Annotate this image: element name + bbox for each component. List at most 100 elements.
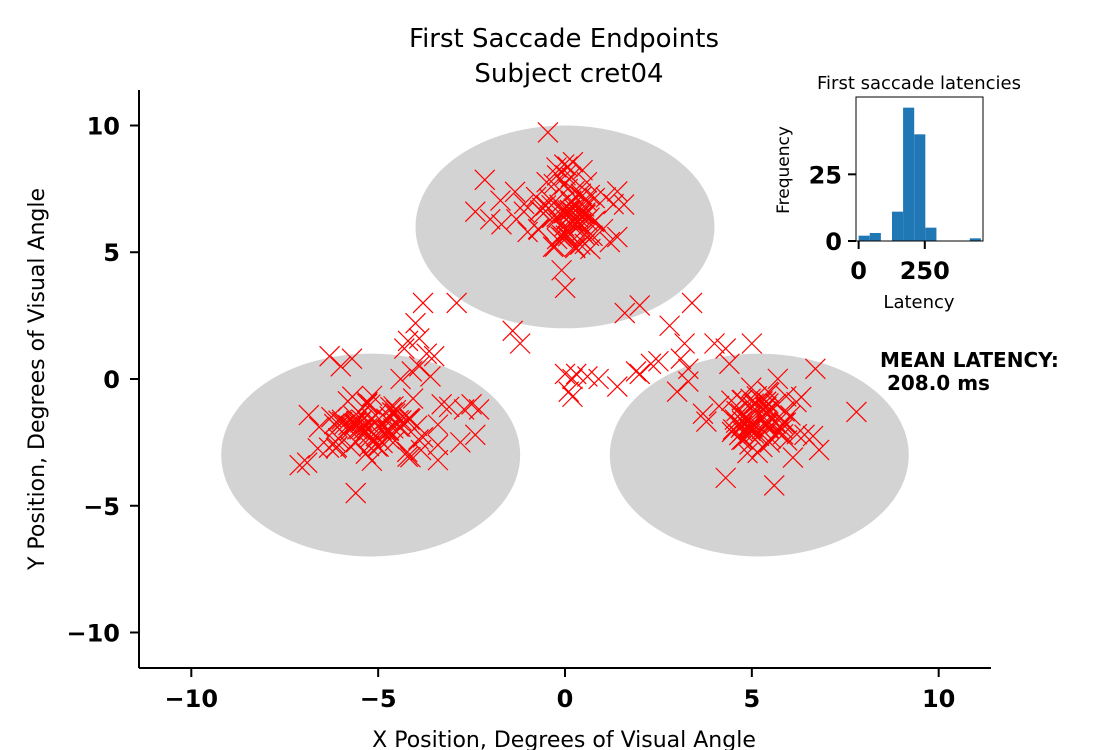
saccade-endpoint-marker	[479, 208, 501, 230]
saccade-endpoint-marker	[449, 431, 471, 453]
saccade-endpoint-marker	[763, 475, 785, 496]
saccade-endpoint-marker	[558, 381, 580, 403]
inset-x-tick-label: 250	[900, 257, 950, 285]
saccade-endpoint-marker	[743, 393, 765, 415]
saccade-endpoint-marker	[726, 400, 747, 422]
saccade-endpoint-marker	[606, 180, 628, 202]
saccade-endpoint-marker	[397, 446, 418, 468]
saccade-endpoint-marker	[551, 224, 573, 246]
saccade-endpoint-marker	[704, 333, 725, 354]
saccade-endpoint-marker	[320, 406, 342, 428]
saccade-endpoint-marker	[410, 439, 432, 461]
saccade-endpoint-marker	[745, 392, 767, 414]
x-tick-label: −5	[360, 685, 397, 713]
saccade-endpoint-marker	[555, 164, 576, 186]
saccade-endpoint-marker	[537, 121, 559, 143]
saccade-endpoint-marker	[767, 368, 789, 390]
saccade-endpoint-marker	[405, 312, 426, 334]
saccade-endpoint-marker	[438, 396, 460, 418]
saccade-endpoint-marker	[358, 424, 380, 445]
saccade-endpoint-marker	[736, 407, 758, 429]
saccade-endpoint-marker	[670, 348, 692, 370]
saccade-endpoint-marker	[606, 226, 628, 248]
saccade-endpoint-marker	[740, 418, 762, 439]
x-axis-label: X Position, Degrees of Visual Angle	[372, 728, 756, 750]
saccade-endpoint-marker	[383, 395, 404, 417]
saccade-endpoint-marker	[802, 425, 824, 447]
saccade-endpoint-marker	[358, 435, 380, 457]
histogram-bar	[969, 238, 981, 241]
y-tick-label: 5	[103, 239, 120, 267]
saccade-endpoint-marker	[677, 371, 699, 392]
saccade-endpoint-marker	[557, 222, 579, 244]
saccade-endpoint-marker	[393, 338, 415, 360]
histogram-bar	[925, 227, 937, 241]
saccade-endpoint-marker	[546, 206, 568, 228]
latency-histogram-inset: 0 250 0 25 First saccade latencies Latency…	[774, 73, 1021, 313]
saccade-endpoint-marker	[576, 171, 598, 193]
saccade-endpoint-marker	[420, 366, 441, 387]
saccade-endpoint-marker	[625, 360, 647, 382]
saccade-endpoint-marker	[468, 398, 490, 420]
saccade-endpoint-marker	[517, 221, 539, 243]
saccade-endpoint-marker	[423, 345, 445, 367]
x-tick-label: 0	[557, 685, 574, 713]
saccade-endpoint-marker	[553, 154, 575, 176]
saccade-endpoint-marker	[629, 363, 651, 385]
saccade-endpoint-marker	[327, 427, 349, 449]
saccade-endpoint-marker	[560, 166, 582, 188]
histogram-bar	[914, 134, 926, 241]
saccade-endpoint-marker	[412, 292, 434, 314]
saccade-endpoint-marker	[397, 330, 419, 352]
saccade-endpoint-marker	[606, 376, 628, 398]
saccade-endpoint-marker	[741, 333, 763, 354]
saccade-endpoint-marker	[360, 426, 382, 448]
saccade-endpoint-marker	[431, 393, 453, 415]
saccade-endpoint-marker	[513, 201, 535, 223]
saccade-endpoint-marker	[427, 414, 449, 436]
saccade-endpoint-marker	[308, 416, 330, 438]
x-axis-ticks: −10 −5 0 5 10	[165, 668, 955, 713]
saccade-endpoint-marker	[490, 190, 511, 211]
y-axis-label: Y Position, Degrees of Visual Angle	[25, 188, 50, 571]
saccade-endpoint-marker	[708, 395, 730, 417]
y-axis-ticks: −10 −5 0 5 10	[66, 112, 139, 648]
saccade-endpoint-marker	[464, 201, 486, 223]
saccade-endpoint-marker	[613, 194, 635, 216]
mean-latency-value: 208.0 ms	[880, 371, 990, 395]
saccade-endpoint-marker	[647, 350, 669, 372]
saccade-endpoint-marker	[692, 403, 714, 425]
saccade-endpoint-marker	[525, 186, 547, 208]
saccade-endpoint-marker	[564, 208, 585, 230]
saccade-endpoint-marker	[401, 360, 423, 382]
saccade-endpoint-marker	[728, 424, 750, 446]
inset-y-ticks: 0 25	[809, 161, 856, 256]
saccade-endpoint-marker	[345, 482, 367, 504]
saccade-endpoint-marker	[782, 447, 804, 469]
saccade-endpoint-marker	[804, 358, 826, 380]
saccade-endpoint-marker	[786, 423, 808, 445]
saccade-endpoint-marker	[427, 449, 449, 471]
saccade-endpoint-marker	[543, 173, 565, 195]
y-tick-label: −10	[66, 620, 120, 648]
inset-x-tick-label: 0	[850, 257, 867, 285]
saccade-endpoint-marker	[757, 418, 779, 440]
saccade-endpoint-marker	[588, 368, 610, 390]
saccade-endpoint-marker	[427, 434, 449, 456]
saccade-endpoint-marker	[674, 333, 696, 354]
saccade-endpoint-marker	[756, 410, 778, 431]
target-regions	[221, 125, 909, 557]
saccade-endpoint-marker	[378, 419, 400, 441]
saccade-endpoint-marker	[538, 188, 560, 210]
saccade-endpoint-marker	[603, 193, 625, 215]
saccade-endpoint-marker	[592, 218, 614, 240]
saccade-endpoint-marker	[509, 333, 531, 354]
inset-y-label: Frequency	[774, 126, 794, 214]
saccade-endpoint-marker	[551, 259, 573, 281]
saccade-endpoint-marker	[790, 386, 812, 408]
saccade-endpoint-marker	[513, 193, 535, 215]
saccade-endpoint-marker	[384, 430, 406, 452]
inset-y-tick-label: 0	[825, 228, 842, 256]
saccade-endpoint-marker	[756, 401, 777, 423]
